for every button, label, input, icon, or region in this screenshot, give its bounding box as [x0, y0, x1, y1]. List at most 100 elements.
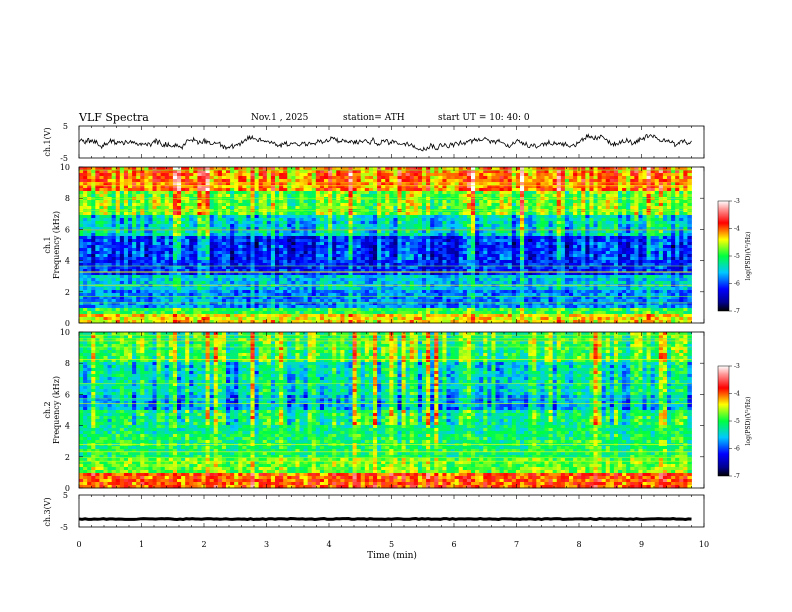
spectrogram-cell — [532, 251, 537, 255]
spectrogram-cell — [405, 248, 411, 252]
spectrogram-cell — [675, 185, 680, 189]
spectrogram-cell — [650, 230, 656, 234]
spectrogram-cell — [581, 191, 586, 195]
spectrogram-cell — [532, 200, 537, 204]
spectrogram-cell — [156, 215, 162, 219]
spectrogram-cell — [540, 173, 545, 177]
spectrogram-cell — [573, 236, 578, 240]
spectrogram-cell — [373, 188, 378, 192]
spectrogram-cell — [262, 254, 268, 258]
spectrogram-cell — [373, 206, 378, 210]
spectrogram-cell — [311, 185, 317, 189]
spectrogram-cell — [324, 206, 329, 210]
spectrogram-cell — [413, 242, 419, 246]
spectrogram-cell — [618, 263, 623, 267]
spectrogram-cell — [95, 188, 100, 192]
spectrogram-cell — [634, 221, 639, 225]
spectrogram-cell — [262, 188, 268, 192]
spectrogram-cell — [671, 254, 676, 258]
spectrogram-cell — [221, 233, 227, 237]
spectrogram-cell — [250, 200, 255, 204]
spectrogram-cell — [658, 248, 664, 252]
spectrogram-cell — [589, 230, 594, 234]
spectrogram-cell — [679, 182, 684, 186]
spectrogram-cell — [279, 218, 284, 222]
spectrogram-cell — [299, 173, 304, 177]
spectrogram-cell — [622, 167, 627, 171]
spectrogram-cell — [352, 227, 358, 231]
spectrogram-cell — [401, 233, 407, 237]
spectrogram-cell — [99, 182, 104, 186]
spectrogram-cell — [397, 236, 402, 240]
spectrogram-cell — [401, 194, 407, 198]
spectrogram-cell — [250, 230, 255, 234]
spectrogram-cell — [275, 239, 280, 243]
spectrogram-cell — [597, 182, 603, 186]
spectrogram-cell — [438, 182, 443, 186]
spectrogram-cell — [564, 242, 570, 246]
spectrogram-cell — [103, 242, 108, 246]
spectrogram-cell — [597, 257, 603, 261]
spectrogram-cell — [675, 182, 680, 186]
spectrogram-cell — [556, 224, 562, 228]
spectrogram-cell — [103, 224, 108, 228]
spectrogram-cell — [91, 212, 96, 216]
spectrogram-cell — [119, 218, 125, 222]
spectrogram-cell — [430, 173, 435, 177]
spectrogram-cell — [540, 191, 545, 195]
spectrogram-cell — [499, 251, 505, 255]
spectrogram-cell — [532, 179, 537, 183]
spectrogram-cell — [152, 185, 157, 189]
spectrogram-cell — [491, 254, 496, 258]
spectrogram-cell — [324, 257, 329, 261]
spectrogram-cell — [385, 236, 390, 240]
spectrogram-cell — [662, 263, 668, 267]
spectrogram-cell — [324, 233, 329, 237]
spectrogram-cell — [687, 245, 692, 249]
spectrogram-cell — [307, 179, 313, 183]
spectrogram-cell — [258, 191, 264, 195]
spectrogram-cell — [295, 167, 300, 171]
spectrogram-cell — [181, 212, 186, 216]
spectrogram-cell — [319, 170, 325, 174]
spectrogram-cell — [495, 167, 500, 171]
spectrogram-cell — [671, 176, 676, 180]
spectrogram-cell — [123, 206, 129, 210]
spectrogram-cell — [172, 248, 178, 252]
spectrogram-cell — [83, 260, 88, 264]
spectrogram-cell — [417, 173, 423, 177]
spectrogram-cell — [152, 254, 157, 258]
spectrogram-cell — [397, 200, 402, 204]
spectrogram-cell — [234, 173, 239, 177]
spectrogram-cell — [132, 212, 137, 216]
spectrogram-cell — [487, 254, 492, 258]
spectrogram-cell — [83, 227, 88, 231]
spectrogram-cell — [373, 233, 378, 237]
spectrogram-cell — [397, 203, 402, 207]
spectrogram-cell — [577, 182, 582, 186]
spectrogram-cell — [430, 215, 435, 219]
spectrogram-cell — [181, 215, 186, 219]
spectrogram-cell — [609, 257, 615, 261]
spectrogram-cell — [246, 218, 251, 222]
spectrogram-cell — [152, 173, 157, 177]
spectrogram-cell — [197, 179, 202, 183]
spectrogram-cell — [536, 194, 541, 198]
spectrogram-cell — [454, 260, 460, 264]
spectrogram-cell — [262, 170, 268, 174]
spectrogram-cell — [197, 227, 202, 231]
spectrogram-cell — [532, 206, 537, 210]
spectrogram-cell — [352, 230, 358, 234]
spectrogram-cell — [446, 185, 451, 189]
spectrogram-cell — [344, 176, 349, 180]
spectrogram-cell — [360, 173, 366, 177]
spectrogram-cell — [328, 167, 333, 171]
spectrogram-cell — [622, 242, 627, 246]
spectrogram-cell — [254, 182, 260, 186]
spectrogram-cell — [91, 218, 96, 222]
spectrogram-cell — [123, 266, 129, 270]
spectrogram-cell — [430, 221, 435, 225]
spectrogram-cell — [634, 182, 639, 186]
spectrogram-cell — [168, 170, 174, 174]
spectrogram-cell — [83, 257, 88, 261]
